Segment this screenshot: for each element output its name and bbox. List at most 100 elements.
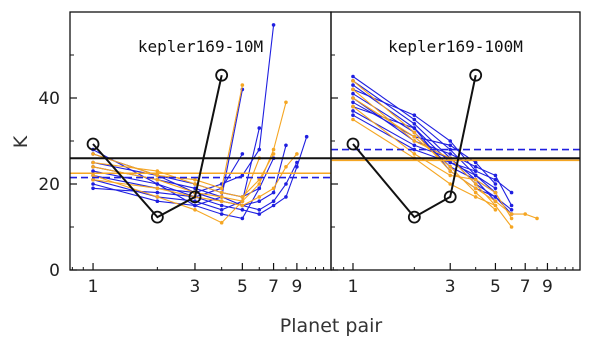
data-point [473,165,478,169]
data-point [351,96,355,100]
series-line [92,102,287,202]
data-point [240,195,245,199]
data-point [155,186,160,191]
observed-point [215,68,229,82]
data-point [155,195,160,199]
data-point [284,143,288,148]
observed-line [92,74,223,219]
data-point [493,208,498,212]
data-point [535,216,539,221]
data-point [448,165,453,169]
data-point [257,147,262,152]
data-point [155,190,160,195]
observed-point [443,190,457,204]
data-point [351,104,355,109]
data-point [493,177,498,182]
data-point [493,173,498,178]
data-point [493,182,498,186]
data-point [351,74,355,79]
panel-title: kepler169-10M [138,37,263,56]
series-line [352,88,513,228]
data-point [284,182,288,186]
data-point [193,182,197,186]
data-point [493,186,498,191]
data-point [412,152,417,156]
observed-point [407,210,421,224]
data-point [493,190,498,195]
data-point [219,195,224,199]
data-point [193,203,197,208]
data-point [155,173,160,178]
data-point [193,177,197,182]
data-point [91,186,95,191]
data-point [295,160,299,165]
data-point [493,203,498,208]
data-point [412,126,417,130]
y-tick-label: 0 [49,261,60,281]
data-point [284,100,288,105]
series-line [92,183,260,220]
data-point [304,134,309,139]
data-point [493,199,498,203]
data-point [448,143,453,148]
data-point [493,195,498,199]
data-point [240,83,245,87]
x-tick-label: 7 [268,277,279,297]
data-point [509,208,514,212]
data-point [219,208,224,212]
data-point [448,160,453,165]
data-point [91,173,95,178]
data-point [155,182,160,186]
data-point [257,208,262,212]
observed-point [346,137,360,151]
data-point [271,199,276,203]
data-point [240,199,245,203]
data-point [412,113,417,117]
x-tick-label: 9 [542,277,553,297]
data-point [240,173,245,178]
data-point [219,186,224,191]
data-point [155,199,160,203]
data-point [523,212,528,216]
data-point [473,173,478,178]
series-line [92,145,287,207]
plot-area [70,23,331,225]
data-point [509,190,514,195]
data-point [271,190,276,195]
data-point [351,83,355,87]
x-tick-label: 1 [348,277,359,297]
data-point [193,208,197,212]
y-tick-label: 20 [38,175,60,195]
data-point [257,182,262,186]
data-point [257,212,262,216]
data-point [257,199,262,203]
data-point [473,186,478,191]
data-point [219,212,224,216]
data-point [509,212,514,216]
data-point [473,177,478,182]
data-point [91,177,95,182]
data-point [448,139,453,143]
data-point [412,139,417,143]
data-point [219,190,224,195]
series-line [352,93,496,202]
data-point [295,152,299,156]
data-point [91,160,95,165]
data-point [509,203,514,208]
data-point [351,109,355,113]
x-tick-label: 7 [520,277,531,297]
data-point [257,177,262,182]
observed-point [86,137,100,151]
data-point [448,173,453,178]
data-point [351,79,355,83]
x-tick-label: 5 [237,277,248,297]
data-point [473,195,478,199]
y-axis-label: K [10,135,32,148]
x-tick-label: 3 [445,277,456,297]
data-point [351,87,355,92]
data-point [412,117,417,122]
data-point [91,165,95,169]
data-point [351,117,355,122]
observed-point [150,210,164,224]
